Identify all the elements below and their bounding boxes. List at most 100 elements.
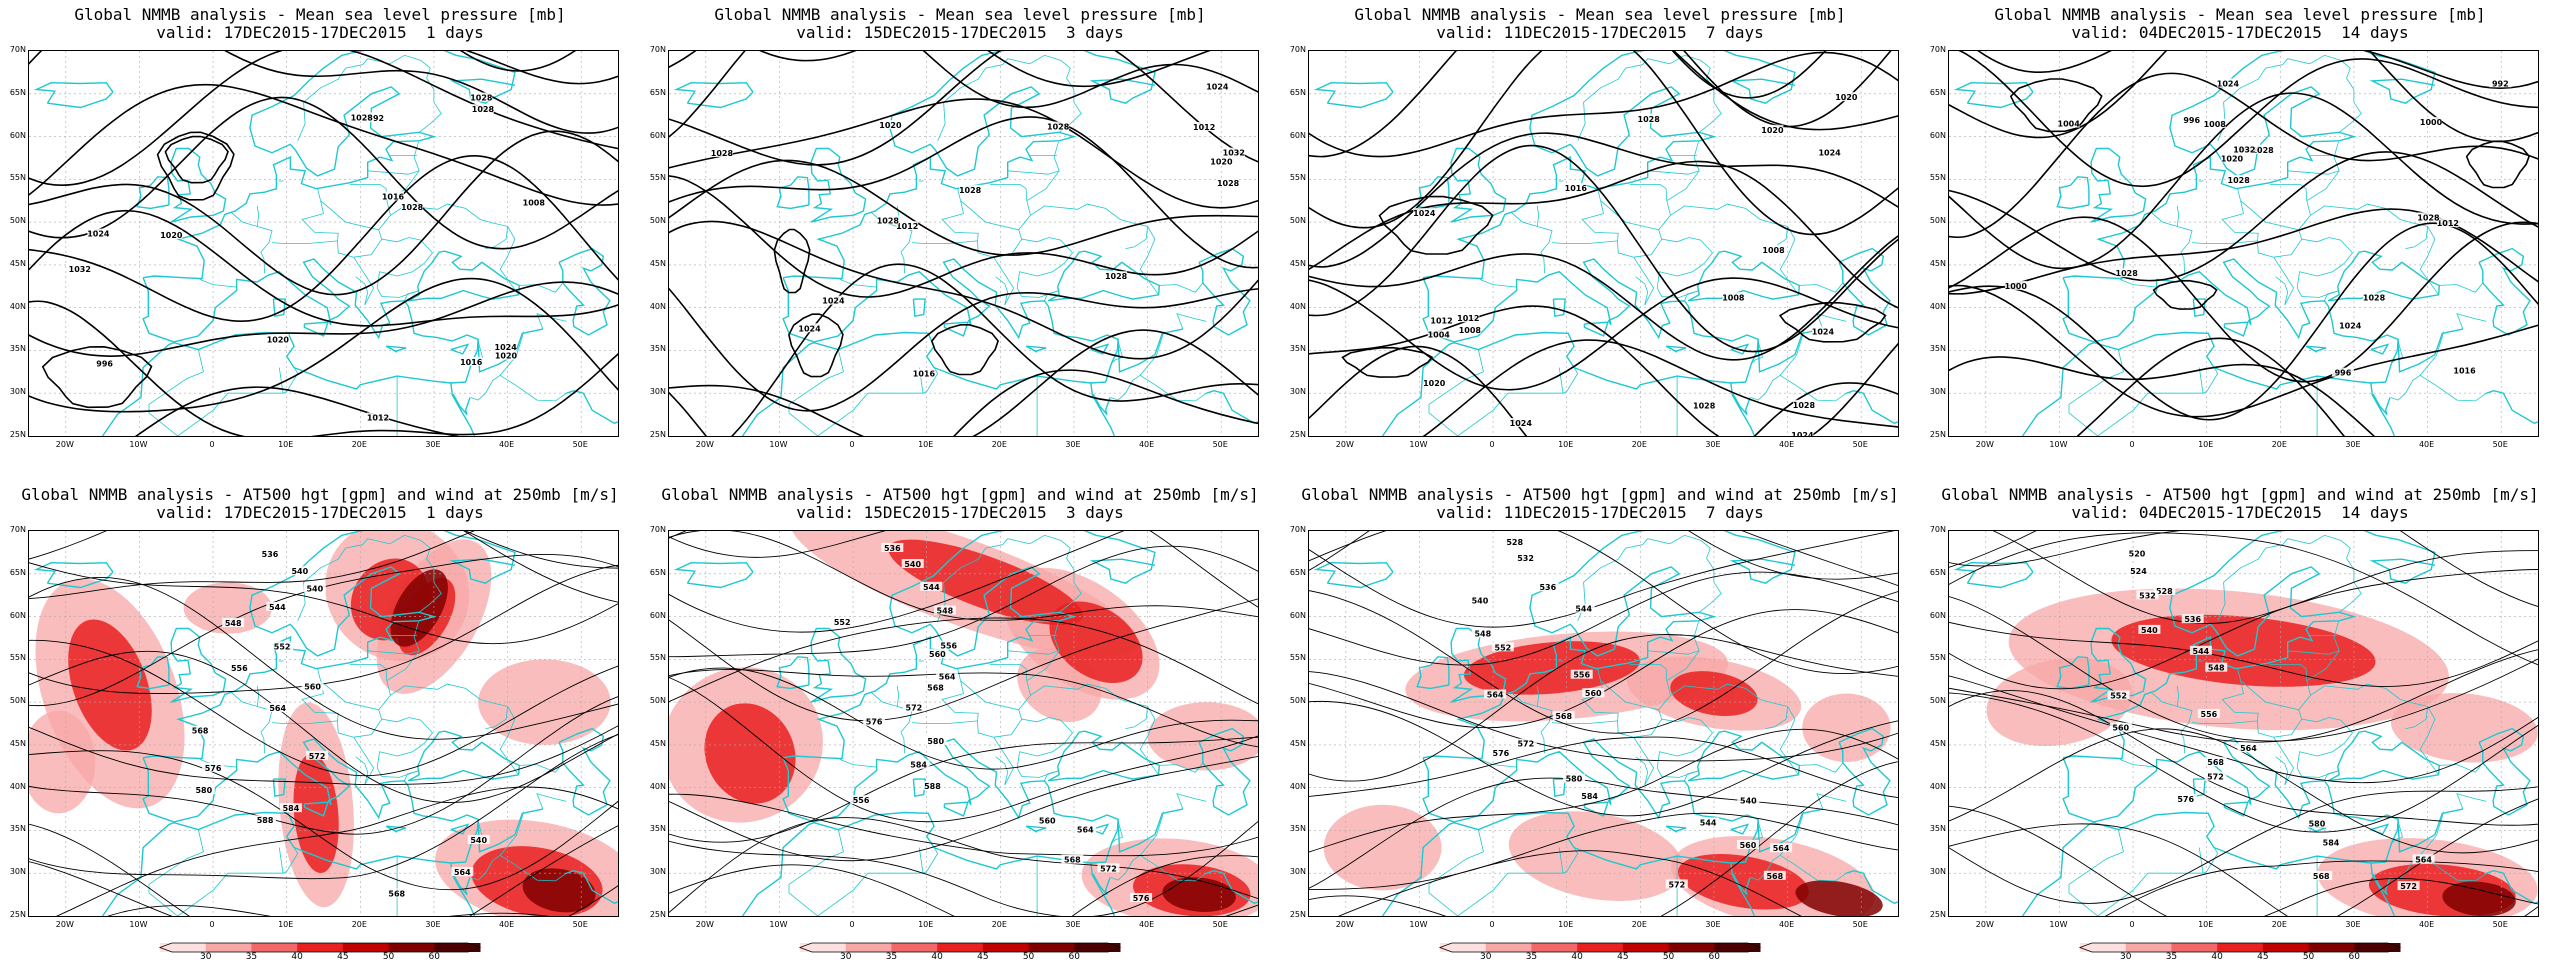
isoline	[1309, 531, 1895, 628]
isoline	[669, 159, 1258, 256]
colorbar-label: 60	[2348, 952, 2360, 962]
longitude-label: 50E	[1212, 920, 1228, 929]
contour-value-label: 564	[939, 673, 956, 682]
graticule	[29, 51, 618, 436]
isoline	[1309, 51, 1898, 236]
contour-value-label: 540	[1740, 797, 1757, 806]
isoline	[1309, 51, 1898, 158]
map-canvas: 1012 1012 1016 1020 1024 1028 1032 1028 1024 1028…	[669, 51, 1258, 436]
isoline	[1949, 531, 2538, 607]
isoline	[1949, 72, 2538, 239]
isoline	[1660, 761, 1898, 916]
contour-lines	[1949, 51, 2538, 436]
contour-value-label: 1028	[2363, 294, 2386, 303]
contour-value-label: 532	[2139, 591, 2156, 600]
longitude-label: 20E	[1631, 920, 1647, 929]
colorbar-swatch	[1622, 943, 1670, 952]
isoline	[29, 209, 618, 327]
isoline	[669, 369, 1258, 436]
colorbar-swatch	[2262, 943, 2310, 952]
contour-labels: 9969921012101610201024102810321024102810…	[69, 92, 545, 423]
contour-value-label: 540	[291, 567, 308, 576]
contour-value-label: 540	[904, 560, 921, 569]
contour-value-label: 1024	[2339, 321, 2362, 330]
colorbar-label: 45	[1617, 952, 1629, 962]
contour-value-label: 1024	[2217, 79, 2240, 88]
contour-value-label: 1028	[1693, 402, 1716, 411]
isoline	[1309, 700, 1898, 817]
contour-value-label: 1028	[877, 216, 900, 225]
latitude-label: 45N	[1929, 258, 1946, 268]
contour-value-label: 528	[1506, 538, 1523, 547]
map-area: 1008 1004 1008 1012 1008 1012 1016 1020 1024 1024…	[1308, 50, 1899, 437]
contour-value-label: 1000	[2420, 118, 2443, 127]
isoline	[1949, 675, 2538, 784]
map-canvas: 536 540 540 544 548 552 556 560 564 568 572 576 580 5…	[29, 531, 618, 916]
coastlines	[673, 531, 1258, 916]
contour-labels: 996 992 1000 996 1004 1008 1012 1016 1020 1024 102…	[2005, 78, 2512, 378]
isoline	[29, 83, 618, 206]
isoline	[731, 263, 1258, 436]
latitude-label: 50N	[9, 696, 26, 706]
contour-value-label: 540	[470, 836, 487, 845]
contour-value-label: 560	[1740, 841, 1757, 850]
contour-value-label: 560	[2112, 724, 2129, 733]
colorbar-swatch	[160, 943, 207, 952]
latitude-label: 60N	[1929, 610, 1946, 620]
latitude-label: 50N	[649, 216, 666, 226]
contour-value-label: 1028	[2417, 213, 2440, 222]
latitude-label: 25N	[649, 430, 666, 439]
isoline	[1309, 531, 1898, 675]
panel-valid-period: valid: 11DEC2015-17DEC2015 7 days	[1436, 23, 1764, 42]
contour-value-label: 572	[1100, 864, 1117, 873]
isoline	[1422, 339, 1898, 436]
map-area: 996 992 1012 1016 1020 1024 1028 1032 1024 1028 10…	[28, 50, 619, 437]
isoline	[1309, 736, 1898, 799]
contour-value-label: 568	[1766, 872, 1783, 881]
contour-value-label: 544	[923, 583, 940, 592]
panel-valid-period: valid: 15DEC2015-17DEC2015 3 days	[796, 23, 1124, 42]
latitude-label: 60N	[649, 610, 666, 620]
latitude-label: 35N	[649, 344, 666, 354]
contour-value-label: 1028	[2116, 269, 2139, 278]
isoline-closed	[1378, 195, 1494, 255]
latitude-label: 25N	[9, 910, 26, 919]
isoline-closed	[1778, 302, 1887, 343]
longitude-label: 10W	[769, 920, 788, 929]
map-panel-z500-4: Global NMMB analysis - AT500 hgt [gpm] a…	[1920, 480, 2560, 962]
contour-value-label: 540	[306, 585, 323, 594]
longitude-label: 10E	[2198, 920, 2214, 929]
contour-lines	[669, 51, 1258, 436]
isoline-closed	[788, 313, 844, 378]
longitude-label: 10E	[278, 440, 294, 449]
isoline	[669, 98, 1258, 209]
colorbar-label: 30	[1479, 952, 1492, 962]
latitude-label: 55N	[9, 653, 26, 663]
colorbar-label: 50	[2302, 952, 2315, 962]
longitude-label: 10E	[1558, 920, 1574, 929]
latitude-label: 60N	[1929, 130, 1946, 140]
contour-lines	[1309, 531, 1898, 916]
latitude-label: 50N	[1929, 696, 1946, 706]
longitude-label: 10W	[1409, 440, 1428, 449]
contour-value-label: 584	[2323, 839, 2340, 848]
isoline	[669, 51, 1258, 138]
contour-value-label: 1020	[1835, 93, 1858, 102]
latitude-label: 60N	[1289, 130, 1306, 140]
contour-value-label: 1016	[382, 192, 405, 201]
contour-value-label: 1024	[1413, 209, 1436, 218]
latitude-label: 60N	[9, 610, 26, 620]
isoline	[29, 577, 618, 740]
contour-value-label: 1008	[1459, 326, 1482, 335]
contour-value-label: 1028	[711, 149, 734, 158]
colorbar-swatch	[1074, 943, 1121, 952]
longitude-label: 40E	[1138, 440, 1155, 449]
longitude-label: 40E	[498, 440, 515, 449]
isoline	[669, 669, 1258, 748]
panel-title: Global NMMB analysis - Mean sea level pr…	[74, 5, 566, 24]
longitude-label: 30E	[1065, 920, 1081, 929]
contour-value-label: 996	[2335, 369, 2352, 378]
isoline	[1309, 728, 1898, 853]
contour-value-label: 552	[274, 642, 291, 651]
latitude-label: 65N	[9, 87, 26, 97]
